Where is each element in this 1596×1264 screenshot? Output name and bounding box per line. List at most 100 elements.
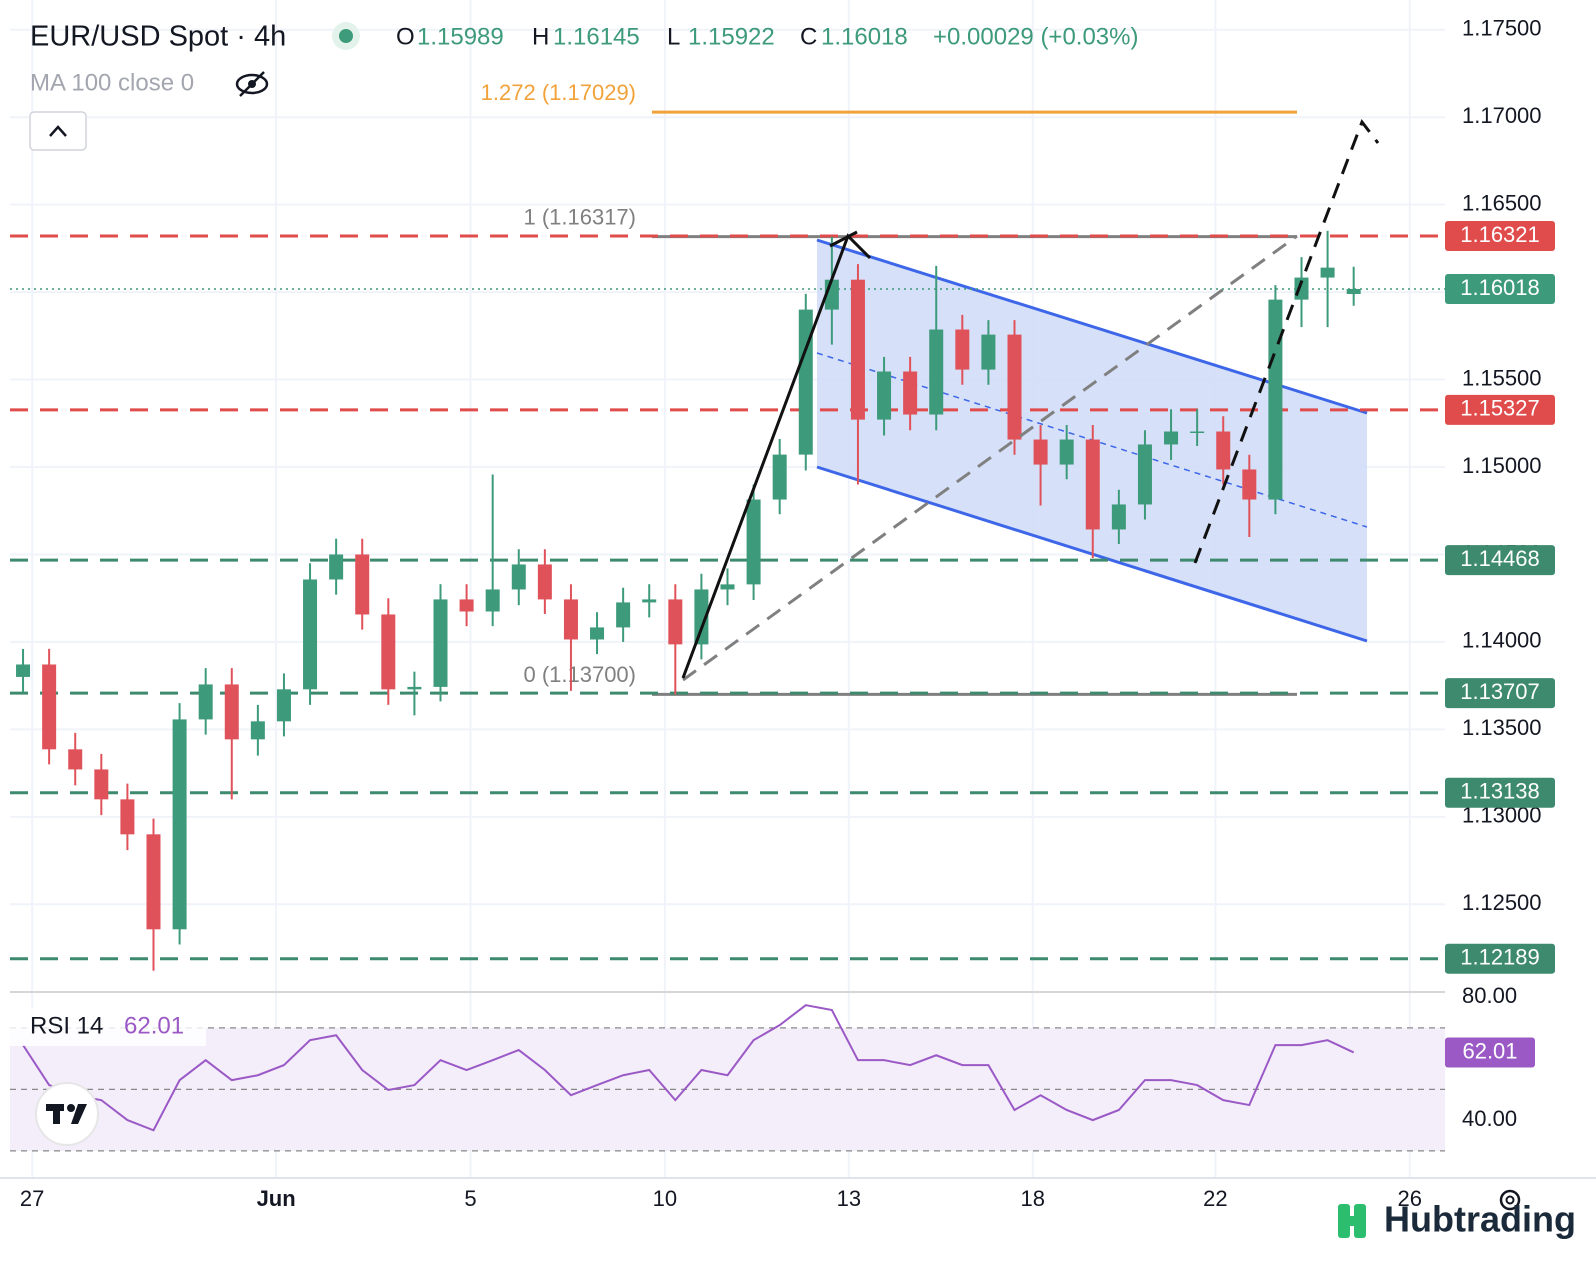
watermark-icon <box>1338 1204 1366 1238</box>
candle-body <box>590 627 605 640</box>
chart-title: EUR/USD Spot · 4h <box>30 21 286 53</box>
ohlc-value: 1.15989 <box>417 23 504 50</box>
candle-body <box>303 579 318 690</box>
candle-body <box>407 686 422 690</box>
ohlc-key: L <box>667 23 680 50</box>
y-tick-label: 1.15500 <box>1462 365 1542 390</box>
collapse-button[interactable] <box>29 111 87 151</box>
candle-body <box>355 554 370 615</box>
fib-label: 0 (1.13700) <box>523 662 636 687</box>
indicator-label: MA 100 close 0 <box>30 69 194 96</box>
candle-body <box>694 589 709 645</box>
y-tick-label: 1.13500 <box>1462 715 1542 740</box>
candle-body <box>511 564 526 590</box>
candle-body <box>1085 439 1100 530</box>
axes: 27 Jun 5 10 13 18 22 261.125001.130001.135001.1… <box>20 16 1555 1211</box>
level-tag <box>1445 220 1555 251</box>
candle-body <box>146 834 161 930</box>
x-tick-label: 27 <box>20 1186 44 1211</box>
x-tick-label: 5 <box>464 1186 476 1211</box>
y-tick-label: 1.17000 <box>1462 103 1542 128</box>
projection-line <box>682 234 1298 682</box>
ohlc-legend: O 1.15989 H 1.16145 L 1.15922 C 1.16018 +0.00029… <box>396 23 1139 50</box>
candle-body <box>94 769 109 800</box>
candle-body <box>616 602 631 628</box>
candle-body <box>433 599 448 687</box>
candle-body <box>772 454 787 500</box>
level-tag-label: 1.16321 <box>1460 222 1540 247</box>
x-tick-label: 22 <box>1203 1186 1227 1211</box>
level-tag <box>1445 545 1555 576</box>
candle-body <box>172 719 187 930</box>
levels: 1.272 (1.17029) 1 (1.16317) 0 (1.13700) <box>10 80 1445 961</box>
candle-body <box>903 371 918 415</box>
arrows <box>681 118 1380 682</box>
candles <box>16 230 1361 971</box>
level-tag <box>1445 394 1555 425</box>
watermark: Hubtrading <box>1384 1199 1576 1240</box>
candle-body <box>850 279 865 420</box>
fib-label: 1.272 (1.17029) <box>481 80 636 105</box>
candle-body <box>929 329 944 415</box>
rsi-line <box>22 1004 1355 1132</box>
rsi-legend-bg <box>10 1008 206 1046</box>
candle-body <box>668 599 683 645</box>
hide-icon[interactable] <box>235 71 269 97</box>
current-price-label: 1.16018 <box>1460 275 1540 300</box>
candle-body <box>224 684 239 740</box>
candle-body <box>877 371 892 420</box>
candle-body <box>798 309 813 455</box>
x-tick-label: 26 <box>1398 1186 1422 1211</box>
rsi-tag <box>1445 1037 1535 1068</box>
candle-body <box>1216 431 1231 470</box>
candle-body <box>1268 299 1283 500</box>
impulse-arrowhead <box>829 230 858 248</box>
candle-body <box>1007 334 1022 440</box>
y-tick-label: 1.15000 <box>1462 453 1542 478</box>
fib-label: 1 (1.16317) <box>523 204 636 229</box>
current-price-tag <box>1445 273 1555 304</box>
rsi-tag-label: 62.01 <box>1462 1038 1517 1063</box>
candle-body <box>1164 431 1179 445</box>
level-tag-label: 1.13138 <box>1460 779 1540 804</box>
candle-body <box>250 721 265 740</box>
candle-body <box>68 749 83 770</box>
rsi-tick-label: 40.00 <box>1462 1106 1517 1131</box>
projection-arrow <box>1193 118 1380 564</box>
ohlc-change: +0.00029 (+0.03%) <box>933 23 1139 50</box>
rsi-value: 62.01 <box>124 1012 184 1039</box>
y-tick-label: 1.14000 <box>1462 628 1542 653</box>
x-tick-label: 13 <box>837 1186 861 1211</box>
settings-icon[interactable] <box>1499 1189 1521 1211</box>
candle-body <box>720 584 735 590</box>
y-tick-label: 1.12500 <box>1462 890 1542 915</box>
level-tag-label: 1.13707 <box>1460 679 1540 704</box>
ohlc-value: 1.16018 <box>821 23 908 50</box>
candle-body <box>1033 439 1048 465</box>
candle-body <box>1242 469 1257 500</box>
level-tag <box>1445 943 1555 974</box>
candle-body <box>537 564 552 600</box>
rsi-title: RSI 14 <box>30 1012 103 1039</box>
candle-body <box>955 329 970 370</box>
candle-body <box>120 799 135 835</box>
candle-body <box>276 689 291 722</box>
candle-body <box>642 599 657 603</box>
y-tick-label: 1.17500 <box>1462 16 1542 41</box>
level-tag-label: 1.14468 <box>1460 546 1540 571</box>
ohlc-value: 1.15922 <box>688 23 775 50</box>
candle-body <box>485 589 500 612</box>
level-tag <box>1445 678 1555 709</box>
tv-logo <box>35 1082 99 1146</box>
candle-body <box>1059 439 1074 465</box>
x-tick-label: Jun <box>257 1186 296 1211</box>
x-tick-label: 18 <box>1021 1186 1045 1211</box>
level-tag-label: 1.15327 <box>1460 396 1540 421</box>
y-tick-label: 1.16500 <box>1462 190 1542 215</box>
candle-body <box>981 334 996 370</box>
candle-body <box>1190 431 1205 434</box>
candle-body <box>381 614 396 690</box>
ohlc-key: O <box>396 23 415 50</box>
status-dot <box>339 29 353 43</box>
